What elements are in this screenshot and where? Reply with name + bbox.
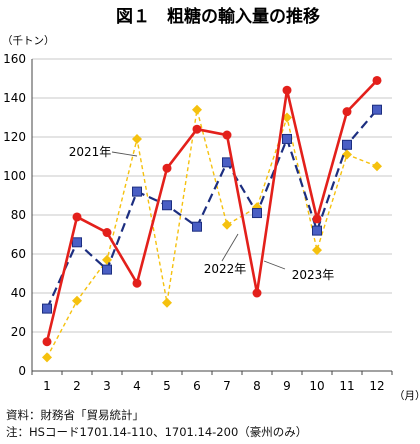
- data-point-square: [342, 139, 352, 150]
- data-point-circle: [222, 130, 232, 140]
- x-axis-unit-label: （月）: [394, 390, 420, 402]
- data-point-diamond: [42, 352, 52, 363]
- data-point-diamond: [222, 219, 232, 230]
- x-tick-label: 3: [103, 379, 111, 393]
- label-leader-line: [263, 260, 286, 270]
- data-point-circle: [132, 278, 142, 288]
- series-label: 2022年: [204, 262, 247, 276]
- x-tick-label: 6: [193, 379, 201, 393]
- y-tick-label: 80: [11, 208, 26, 222]
- data-point-square: [372, 104, 382, 115]
- x-tick-label: 9: [283, 379, 291, 393]
- data-point-circle: [72, 212, 82, 222]
- data-point-square: [282, 133, 292, 144]
- data-point-diamond: [72, 295, 82, 306]
- x-tick-label: 2: [73, 379, 81, 393]
- y-tick-label: 20: [11, 325, 26, 339]
- x-tick-label: 11: [339, 379, 354, 393]
- data-point-square: [162, 200, 172, 211]
- data-point-circle: [102, 228, 112, 238]
- data-point-circle: [282, 85, 292, 95]
- data-point-square: [132, 186, 142, 197]
- data-point-diamond: [312, 245, 322, 256]
- y-tick-label: 160: [3, 52, 26, 66]
- data-point-diamond: [162, 297, 172, 308]
- data-point-diamond: [342, 149, 352, 160]
- y-tick-label: 140: [3, 91, 26, 105]
- x-tick-label: 12: [369, 379, 384, 393]
- data-point-square: [102, 264, 112, 275]
- label-leader-line: [221, 233, 239, 262]
- data-point-circle: [192, 124, 202, 134]
- data-point-square: [192, 221, 202, 232]
- series-label: 2023年: [292, 268, 335, 282]
- data-point-diamond: [132, 133, 142, 144]
- data-point-circle: [312, 214, 322, 224]
- data-point-square: [42, 303, 52, 314]
- y-tick-label: 100: [3, 169, 26, 183]
- series-labels: 2021年 2022年 2023年: [69, 145, 335, 282]
- x-tick-label: 5: [163, 379, 171, 393]
- data-point-diamond: [372, 161, 382, 172]
- x-tick-label: 10: [309, 379, 324, 393]
- y-tick-label: 0: [18, 364, 26, 378]
- label-leader-line: [111, 151, 138, 157]
- data-point-circle: [342, 107, 352, 117]
- x-tick-label: 8: [253, 379, 261, 393]
- series-group: [42, 75, 382, 363]
- data-point-circle: [372, 75, 382, 85]
- data-point-diamond: [192, 104, 202, 115]
- series-1: [42, 104, 382, 314]
- series-label: 2021年: [69, 145, 112, 159]
- gridlines: [32, 58, 392, 333]
- data-point-square: [222, 157, 232, 168]
- x-tick-label: 4: [133, 379, 141, 393]
- data-point-square: [252, 208, 262, 219]
- chart-title: 図１ 粗糖の輸入量の推移: [116, 6, 320, 27]
- series-line: [45, 79, 378, 343]
- x-tick-label: 1: [43, 379, 51, 393]
- footnote: 注：HSコード1701.14-110、1701.14-200（豪州のみ）: [6, 425, 308, 439]
- data-point-square: [312, 225, 322, 236]
- y-tick-label: 60: [11, 247, 26, 261]
- series-0: [42, 104, 382, 363]
- data-point-circle: [252, 288, 262, 298]
- y-tick-label: 120: [3, 130, 26, 144]
- series-2: [42, 75, 382, 347]
- data-point-circle: [42, 337, 52, 347]
- source-note: 資料：財務省「貿易統計」: [6, 408, 144, 422]
- y-axis-unit-label: （千トン）: [2, 35, 55, 47]
- data-point-circle: [162, 163, 172, 173]
- x-tick-label: 7: [223, 379, 231, 393]
- y-tick-label: 40: [11, 286, 26, 300]
- data-point-square: [72, 237, 82, 248]
